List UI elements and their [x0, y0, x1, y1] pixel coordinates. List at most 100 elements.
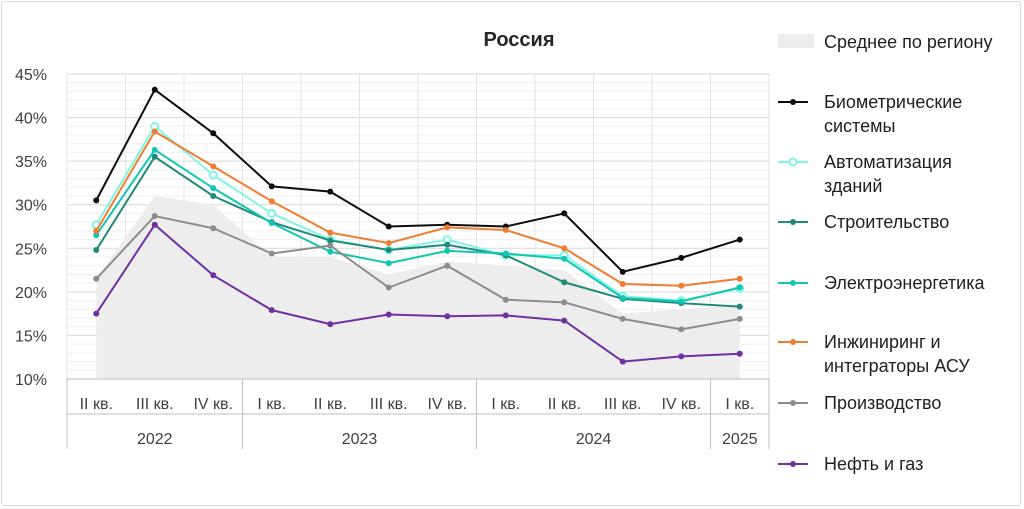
data-point — [736, 303, 743, 310]
legend-label: Биометрические — [824, 92, 962, 112]
y-tick-label: 25% — [15, 241, 47, 258]
data-point — [678, 282, 685, 289]
data-point — [93, 275, 100, 282]
legend-item: Инжиниринг и интеграторы АСУ — [778, 332, 970, 376]
legend-label: Строительство — [824, 212, 949, 232]
area-layer — [96, 196, 740, 379]
legend-item: Биометрические системы — [778, 92, 962, 136]
data-point — [444, 241, 451, 248]
data-point — [93, 247, 100, 254]
data-point — [561, 299, 568, 306]
x-tick-label: I кв. — [491, 396, 520, 413]
chart-title: Россия — [483, 29, 554, 51]
data-point — [561, 279, 568, 286]
series-производство — [93, 213, 743, 333]
data-point — [151, 153, 158, 160]
data-point — [561, 255, 568, 262]
x-tick-label: I кв. — [725, 396, 754, 413]
data-point — [151, 146, 158, 153]
data-point — [619, 294, 626, 301]
data-point — [327, 248, 334, 255]
data-point — [151, 128, 158, 135]
x-tick-label: III кв. — [604, 396, 642, 413]
data-point — [151, 86, 158, 93]
legend-label: Нефть и газ — [824, 454, 923, 474]
legend: Среднее по региону Биометрические системы А… — [778, 32, 992, 474]
data-point — [268, 183, 275, 190]
x-tick-label: III кв. — [136, 396, 174, 413]
y-tick-label: 20% — [15, 285, 47, 302]
data-point — [267, 208, 277, 218]
data-point — [619, 281, 626, 288]
legend-marker — [788, 157, 798, 167]
data-point — [678, 298, 685, 305]
y-tick-label: 15% — [15, 328, 47, 345]
x-tick-label: IV кв. — [193, 396, 233, 413]
legend-label: Электроэнергетика — [824, 273, 985, 293]
data-point — [93, 232, 100, 239]
data-point — [444, 224, 451, 231]
data-point — [678, 326, 685, 333]
series-биометрические-системы — [93, 86, 743, 275]
legend-label: Инжиниринг и — [824, 332, 941, 352]
data-point — [210, 185, 217, 192]
series-line — [95, 155, 740, 308]
year-label: 2024 — [576, 431, 612, 448]
legend-item: Производство — [778, 393, 941, 413]
data-point — [151, 221, 158, 228]
data-point — [210, 225, 217, 232]
year-label: 2025 — [722, 431, 758, 448]
data-point — [210, 272, 217, 279]
data-point — [561, 210, 568, 217]
data-point — [210, 130, 217, 137]
data-point — [619, 358, 626, 365]
legend-marker — [790, 219, 796, 225]
data-point — [385, 223, 392, 230]
data-point — [268, 250, 275, 257]
data-point — [208, 170, 218, 180]
x-tick-label: II кв. — [548, 396, 581, 413]
data-point — [327, 321, 334, 328]
legend-marker — [790, 99, 796, 105]
legend-label: системы — [824, 116, 895, 136]
series-line — [95, 130, 740, 287]
series-нефть-и-газ — [93, 221, 743, 365]
data-point — [327, 237, 334, 244]
data-point — [385, 247, 392, 254]
data-point — [385, 284, 392, 291]
data-point — [561, 245, 568, 252]
data-point — [268, 220, 275, 227]
x-tick-label: I кв. — [257, 396, 286, 413]
series-line — [95, 223, 740, 363]
data-point — [268, 198, 275, 205]
data-point — [268, 307, 275, 314]
data-point — [327, 242, 334, 249]
legend-label: Автоматизация — [824, 152, 952, 172]
data-point — [561, 317, 568, 324]
legend-label: Среднее по региону — [824, 32, 992, 52]
year-label: 2023 — [342, 431, 378, 448]
legend-swatch-area — [778, 34, 814, 48]
data-point — [210, 193, 217, 199]
data-point — [736, 284, 743, 291]
series-line — [95, 148, 740, 303]
data-point — [736, 236, 743, 243]
series-электроэнергетика — [93, 146, 743, 305]
data-point — [736, 275, 743, 282]
legend-item: Электроэнергетика — [778, 273, 985, 293]
series-line — [95, 215, 740, 331]
y-tick-label: 10% — [15, 372, 47, 389]
data-point — [678, 353, 685, 360]
data-point — [502, 296, 509, 303]
legend-item-average: Среднее по региону — [778, 32, 992, 52]
data-point — [502, 312, 509, 319]
legend-marker — [790, 461, 796, 467]
data-point — [385, 260, 392, 267]
data-point — [151, 213, 158, 220]
data-point — [502, 250, 509, 257]
data-point — [619, 315, 626, 322]
data-point — [502, 226, 509, 233]
legend-item: Строительство — [778, 212, 949, 232]
y-tick-label: 40% — [15, 111, 47, 128]
series-line — [95, 88, 741, 273]
